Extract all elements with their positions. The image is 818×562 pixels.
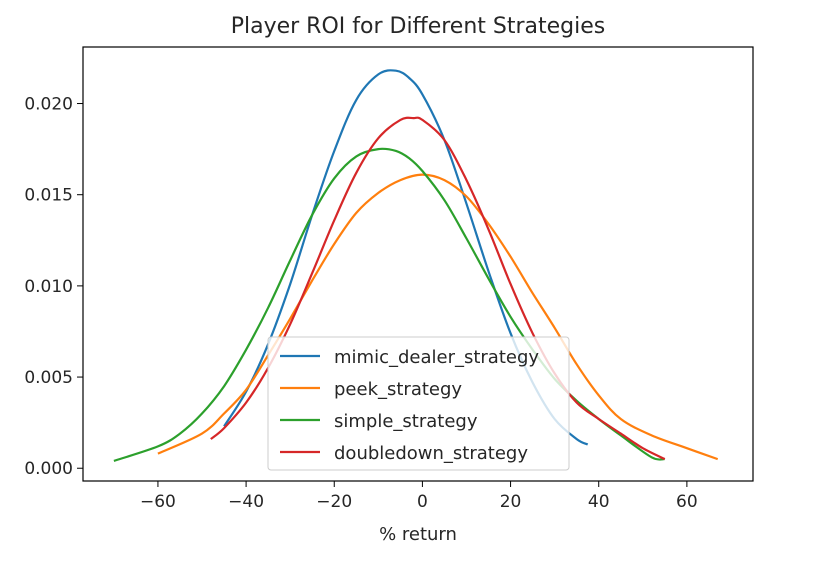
x-tick-label: 40 (588, 492, 610, 512)
series-line-peek-strategy (157, 173, 719, 461)
x-tick-label: 20 (500, 492, 522, 512)
x-tick-label: 60 (676, 492, 698, 512)
legend-label: doubledown_strategy (334, 443, 528, 464)
legend-label: simple_strategy (334, 411, 478, 432)
y-tick-label: 0.015 (24, 186, 73, 206)
x-tick-label: 0 (417, 492, 428, 512)
y-tick-label: 0.020 (24, 95, 73, 115)
legend-label: mimic_dealer_strategy (334, 347, 539, 368)
y-axis: 0.000 0.005 0.010 0.015 0.020 (24, 95, 83, 479)
x-axis: −60 −40 −20 0 20 40 60 (140, 481, 698, 512)
legend-label: peek_strategy (334, 379, 462, 400)
x-axis-label: % return (379, 524, 457, 545)
chart-title: Player ROI for Different Strategies (231, 14, 606, 39)
legend-box (267, 336, 570, 471)
x-tick-label: −40 (228, 492, 264, 512)
axes-frame (82, 46, 754, 482)
x-tick-label: −60 (140, 492, 176, 512)
y-tick-label: 0.000 (24, 459, 73, 479)
legend: mimic_dealer_strategy peek_strategysimple… (267, 336, 570, 471)
y-tick-label: 0.005 (24, 368, 73, 388)
y-tick-label: 0.010 (24, 277, 73, 297)
x-tick-label: −20 (316, 492, 352, 512)
